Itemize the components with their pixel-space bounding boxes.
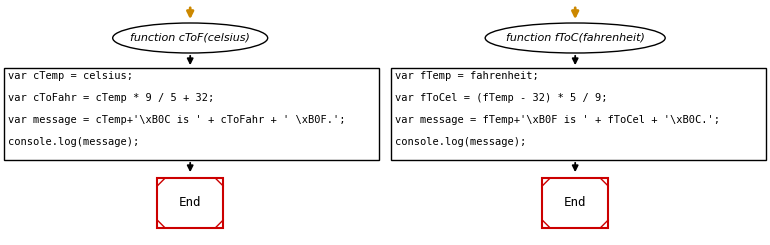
Text: var fTemp = fahrenheit;: var fTemp = fahrenheit; xyxy=(395,71,539,81)
Text: End: End xyxy=(564,196,587,209)
Text: function fToC(fahrenheit): function fToC(fahrenheit) xyxy=(506,33,644,43)
FancyBboxPatch shape xyxy=(4,68,379,160)
FancyBboxPatch shape xyxy=(391,68,766,160)
FancyBboxPatch shape xyxy=(157,178,223,228)
Text: End: End xyxy=(179,196,202,209)
Text: var cTemp = celsius;: var cTemp = celsius; xyxy=(8,71,133,81)
Ellipse shape xyxy=(485,23,665,53)
Text: var fToCel = (fTemp - 32) * 5 / 9;: var fToCel = (fTemp - 32) * 5 / 9; xyxy=(395,93,608,103)
Text: console.log(message);: console.log(message); xyxy=(395,137,527,147)
FancyBboxPatch shape xyxy=(542,178,608,228)
Ellipse shape xyxy=(112,23,268,53)
Text: console.log(message);: console.log(message); xyxy=(8,137,139,147)
Text: var message = fTemp+'\xB0F is ' + fToCel + '\xB0C.';: var message = fTemp+'\xB0F is ' + fToCel… xyxy=(395,115,720,125)
Text: function cToF(celsius): function cToF(celsius) xyxy=(130,33,250,43)
Text: var message = cTemp+'\xB0C is ' + cToFahr + ' \xB0F.';: var message = cTemp+'\xB0C is ' + cToFah… xyxy=(8,115,346,125)
Text: var cToFahr = cTemp * 9 / 5 + 32;: var cToFahr = cTemp * 9 / 5 + 32; xyxy=(8,93,214,103)
